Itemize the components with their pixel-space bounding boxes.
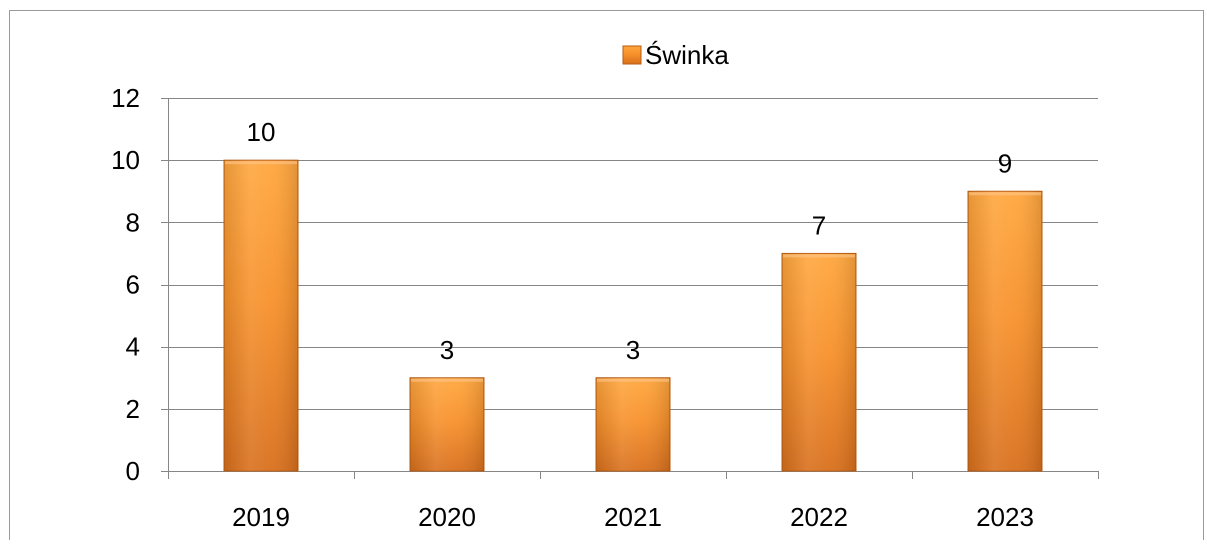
- data-label-2019: 10: [247, 117, 276, 147]
- bar-sheen-2023: [968, 191, 1042, 471]
- y-tick-label-12: 12: [111, 83, 140, 113]
- bar-highlight-2023: [969, 192, 1041, 196]
- chart-frame: [9, 10, 1204, 540]
- data-label-2021: 3: [626, 335, 640, 365]
- y-tick-label-0: 0: [126, 456, 140, 486]
- y-tick-label-10: 10: [111, 145, 140, 175]
- bar-highlight-2020: [411, 378, 483, 382]
- bar-sheen-2022: [782, 253, 856, 471]
- x-tick-label-2022: 2022: [790, 502, 848, 532]
- x-tick-label-2023: 2023: [976, 502, 1034, 532]
- x-tick-label-2020: 2020: [418, 502, 476, 532]
- x-tick-label-2021: 2021: [604, 502, 662, 532]
- bar-sheen-2019: [224, 160, 298, 471]
- y-tick-label-2: 2: [126, 394, 140, 424]
- y-axis-tick-labels: 0 2 4 6 8 10 12: [111, 83, 140, 486]
- legend-label-swinka: Świnka: [645, 40, 729, 70]
- gridlines: [168, 98, 1098, 410]
- data-label-2022: 7: [812, 210, 826, 240]
- data-labels: 10 3 3 7 9: [247, 117, 1013, 365]
- y-tick-label-4: 4: [126, 332, 140, 362]
- bar-highlight-2019: [225, 161, 297, 165]
- data-label-2023: 9: [998, 148, 1012, 178]
- data-label-2020: 3: [440, 335, 454, 365]
- x-tick-label-2019: 2019: [232, 502, 290, 532]
- y-tick-label-8: 8: [126, 207, 140, 237]
- bar-sheen-2020: [410, 377, 484, 471]
- y-tick-label-6: 6: [126, 270, 140, 300]
- bars: [223, 159, 1043, 472]
- bar-sheen-2021: [596, 377, 670, 471]
- x-axis-tick-labels: 2019 2020 2021 2022 2023: [232, 502, 1034, 532]
- legend: Świnka: [622, 40, 729, 70]
- bar-highlight-2021: [597, 378, 669, 382]
- legend-swatch: [622, 45, 642, 65]
- bar-highlight-2022: [783, 254, 855, 258]
